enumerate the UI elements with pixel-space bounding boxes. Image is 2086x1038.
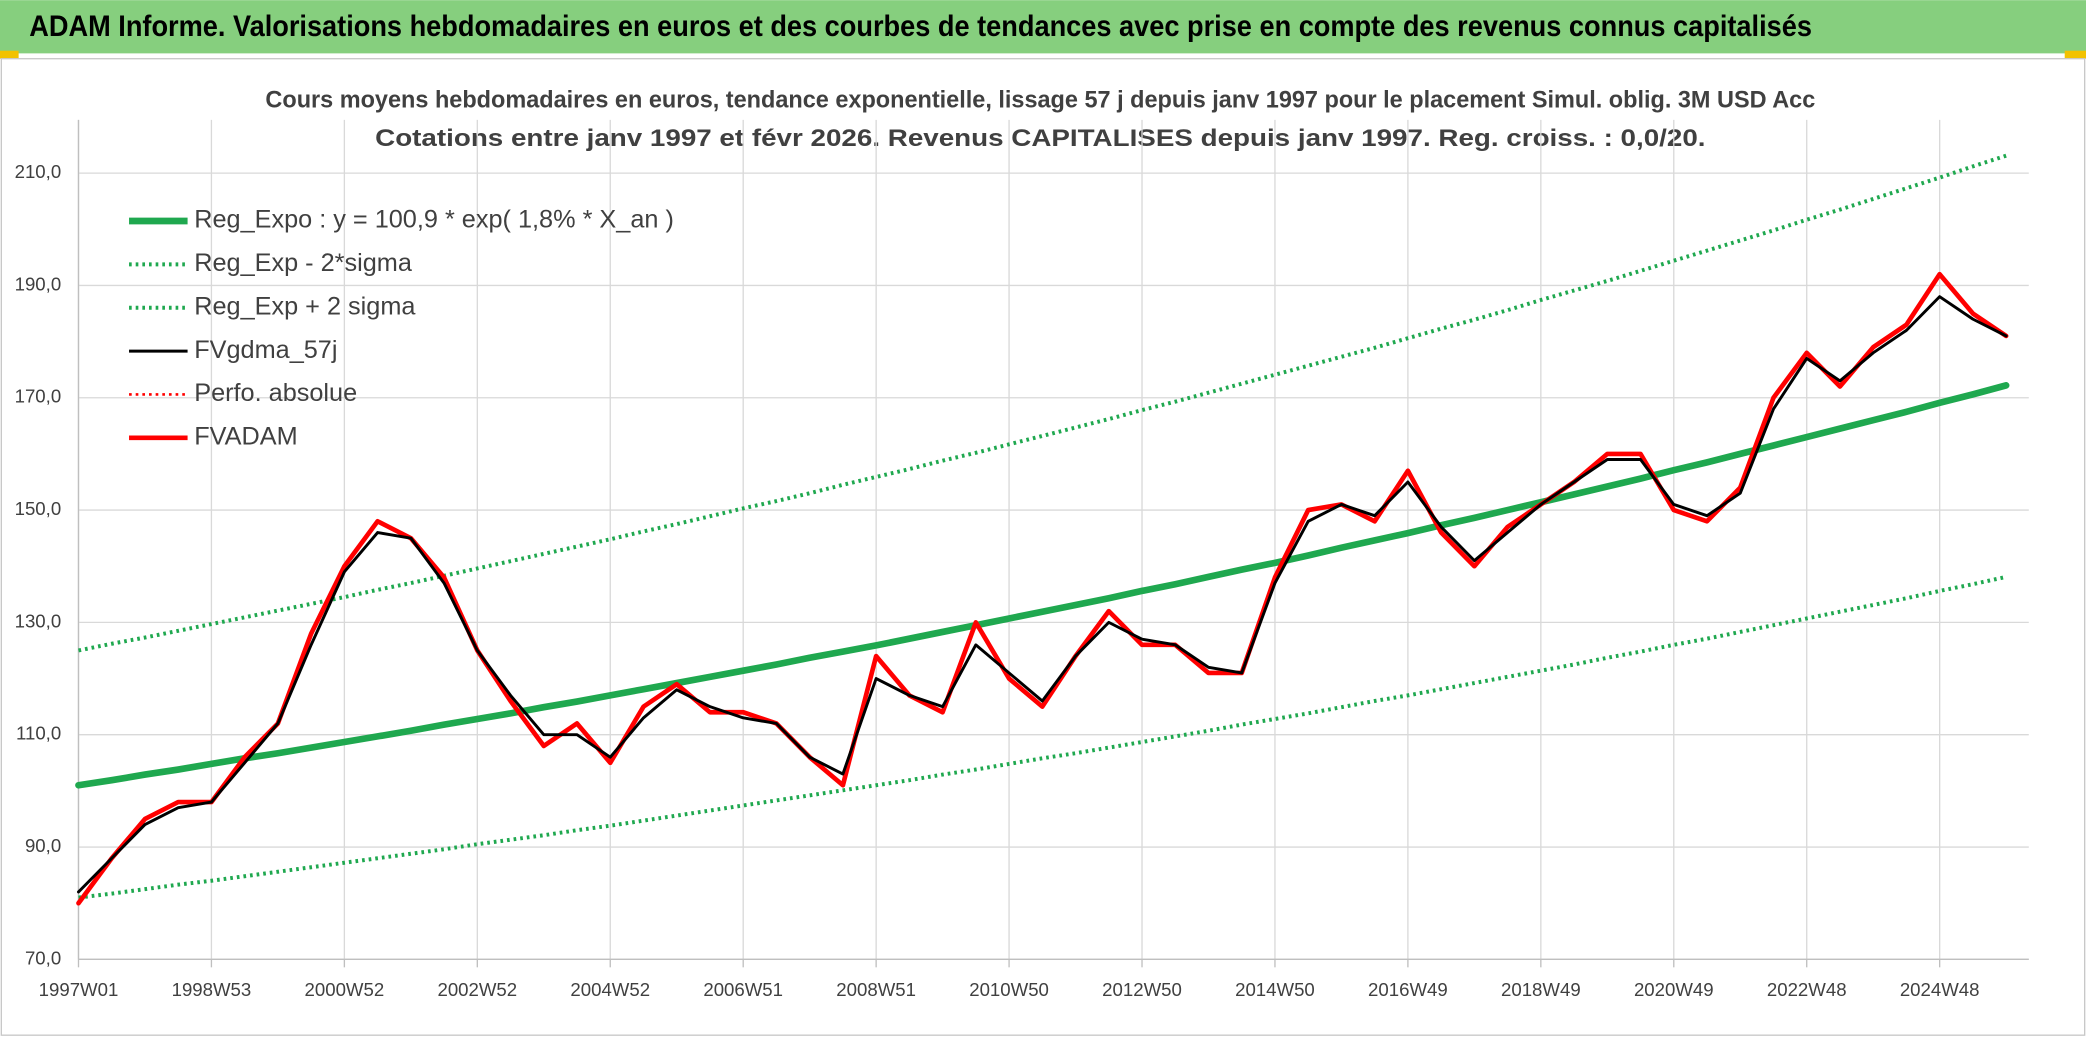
y-tick-label: 110,0	[16, 723, 61, 744]
y-tick-label: 130,0	[15, 610, 62, 631]
x-tick-label: 2024W48	[1900, 979, 1980, 1000]
series-line	[78, 153, 2007, 653]
x-tick-label: 2018W49	[1501, 979, 1581, 1000]
page-title: ADAM Informe. Valorisations hebdomadaire…	[29, 11, 1812, 43]
chart-title: Cours moyens hebdomadaires en euros, ten…	[265, 87, 1815, 114]
series-line	[76, 271, 2009, 906]
x-tick-label: 1997W01	[39, 979, 119, 1000]
y-tick-label: 90,0	[25, 835, 61, 856]
x-tick-label: 2010W50	[969, 979, 1049, 1000]
legend-label: Perfo. absolue	[194, 379, 357, 407]
chart-frame	[0, 58, 2086, 1036]
y-tick-label: 170,0	[15, 386, 62, 407]
y-tick-label: 150,0	[15, 498, 62, 519]
x-tick-label: 2002W52	[437, 979, 517, 1000]
x-tick-label: 2012W50	[1102, 979, 1182, 1000]
legend-label: Reg_Exp - 2*sigma	[194, 249, 413, 277]
corner	[0, 50, 19, 59]
legend-label: FVgdma_57j	[194, 336, 337, 364]
y-tick-label: 210,0	[15, 161, 62, 182]
header-band	[0, 0, 2086, 54]
series-line	[77, 295, 2008, 894]
x-tick-label: 2006W51	[703, 979, 783, 1000]
y-tick-label: 190,0	[15, 273, 62, 294]
series-line	[75, 382, 2010, 789]
y-tick-label: 70,0	[25, 947, 61, 968]
x-tick-label: 2000W52	[305, 979, 385, 1000]
x-tick-label: 2022W48	[1767, 979, 1847, 1000]
corner	[2064, 50, 2086, 59]
x-tick-label: 1998W53	[172, 979, 252, 1000]
legend-label: FVADAM	[194, 423, 297, 451]
legend-label: Reg_Exp + 2 sigma	[194, 292, 416, 320]
x-tick-label: 2008W51	[836, 979, 916, 1000]
x-tick-label: 2020W49	[1634, 979, 1714, 1000]
legend-label: Reg_Expo : y = 100,9 * exp( 1,8% * X_an …	[194, 206, 674, 234]
chart-subtitle: Cotations entre janv 1997 et févr 2026. …	[375, 125, 1705, 152]
x-tick-label: 2004W52	[570, 979, 650, 1000]
x-tick-label: 2014W50	[1235, 979, 1315, 1000]
x-tick-label: 2016W49	[1368, 979, 1448, 1000]
